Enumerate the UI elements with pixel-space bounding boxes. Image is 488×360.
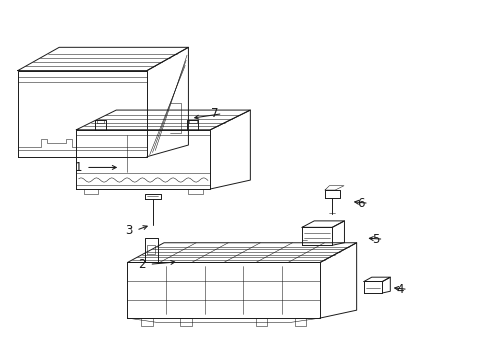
Text: 7: 7 — [211, 107, 218, 120]
Text: 2: 2 — [138, 258, 145, 271]
Text: 1: 1 — [75, 161, 82, 174]
Text: 6: 6 — [357, 197, 364, 210]
Text: 3: 3 — [125, 224, 132, 237]
Text: 5: 5 — [371, 233, 379, 246]
Text: 4: 4 — [396, 283, 403, 296]
